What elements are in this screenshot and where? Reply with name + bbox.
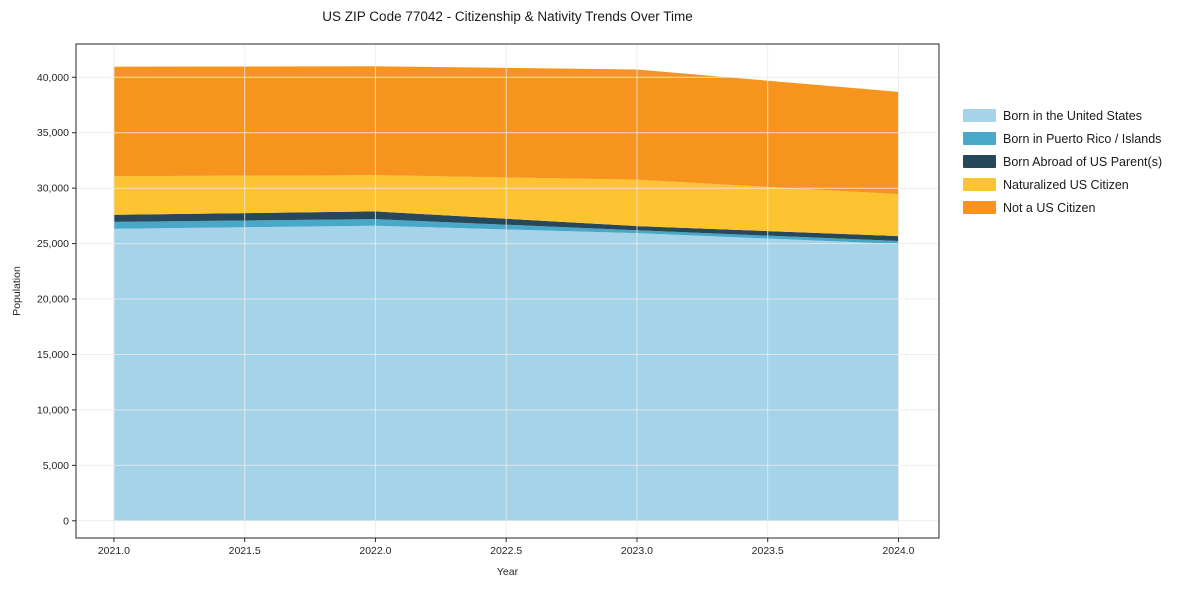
y-tick-label: 15,000 [37, 349, 69, 361]
x-tick-label: 2021.0 [98, 545, 130, 557]
legend-label: Born Abroad of US Parent(s) [1003, 154, 1163, 169]
x-tick-label: 2024.0 [882, 545, 914, 557]
area-series-1 [113, 219, 899, 244]
y-axis-label: Population [11, 266, 23, 316]
legend: Born in the United States Born in Puerto… [963, 104, 1162, 219]
legend-label: Born in Puerto Rico / Islands [1003, 131, 1162, 146]
y-tick-label: 30,000 [37, 183, 69, 195]
area-series-2 [113, 211, 899, 241]
y-tick-label: 25,000 [37, 238, 69, 250]
legend-label: Born in the United States [1003, 108, 1142, 123]
x-tick-label: 2021.5 [229, 545, 261, 557]
legend-swatch-naturalized [963, 178, 996, 191]
legend-item-born-us: Born in the United States [963, 104, 1162, 127]
y-tick-label: 40,000 [37, 72, 69, 84]
legend-swatch-born-pr-islands [963, 132, 996, 145]
y-tick-label: 20,000 [37, 294, 69, 306]
legend-swatch-born-abroad [963, 155, 996, 168]
legend-swatch-not-citizen [963, 201, 996, 214]
x-axis-label: Year [496, 566, 519, 578]
y-tick-label: 0 [63, 515, 69, 527]
chart-title: US ZIP Code 77042 - Citizenship & Nativi… [322, 9, 693, 24]
y-tick-label: 5,000 [43, 460, 69, 472]
x-tick-label: 2022.0 [359, 545, 391, 557]
legend-item-born-abroad: Born Abroad of US Parent(s) [963, 150, 1162, 173]
y-tick-label: 35,000 [37, 127, 69, 139]
legend-item-naturalized: Naturalized US Citizen [963, 173, 1162, 196]
axes-spines [75, 43, 940, 539]
legend-swatch-born-us [963, 109, 996, 122]
y-tick-label: 10,000 [37, 404, 69, 416]
x-tick-label: 2023.0 [621, 545, 653, 557]
legend-item-born-pr-islands: Born in Puerto Rico / Islands [963, 127, 1162, 150]
legend-item-not-citizen: Not a US Citizen [963, 196, 1162, 219]
legend-label: Naturalized US Citizen [1003, 177, 1129, 192]
x-tick-label: 2023.5 [752, 545, 784, 557]
x-tick-label: 2022.5 [490, 545, 522, 557]
legend-label: Not a US Citizen [1003, 200, 1096, 215]
